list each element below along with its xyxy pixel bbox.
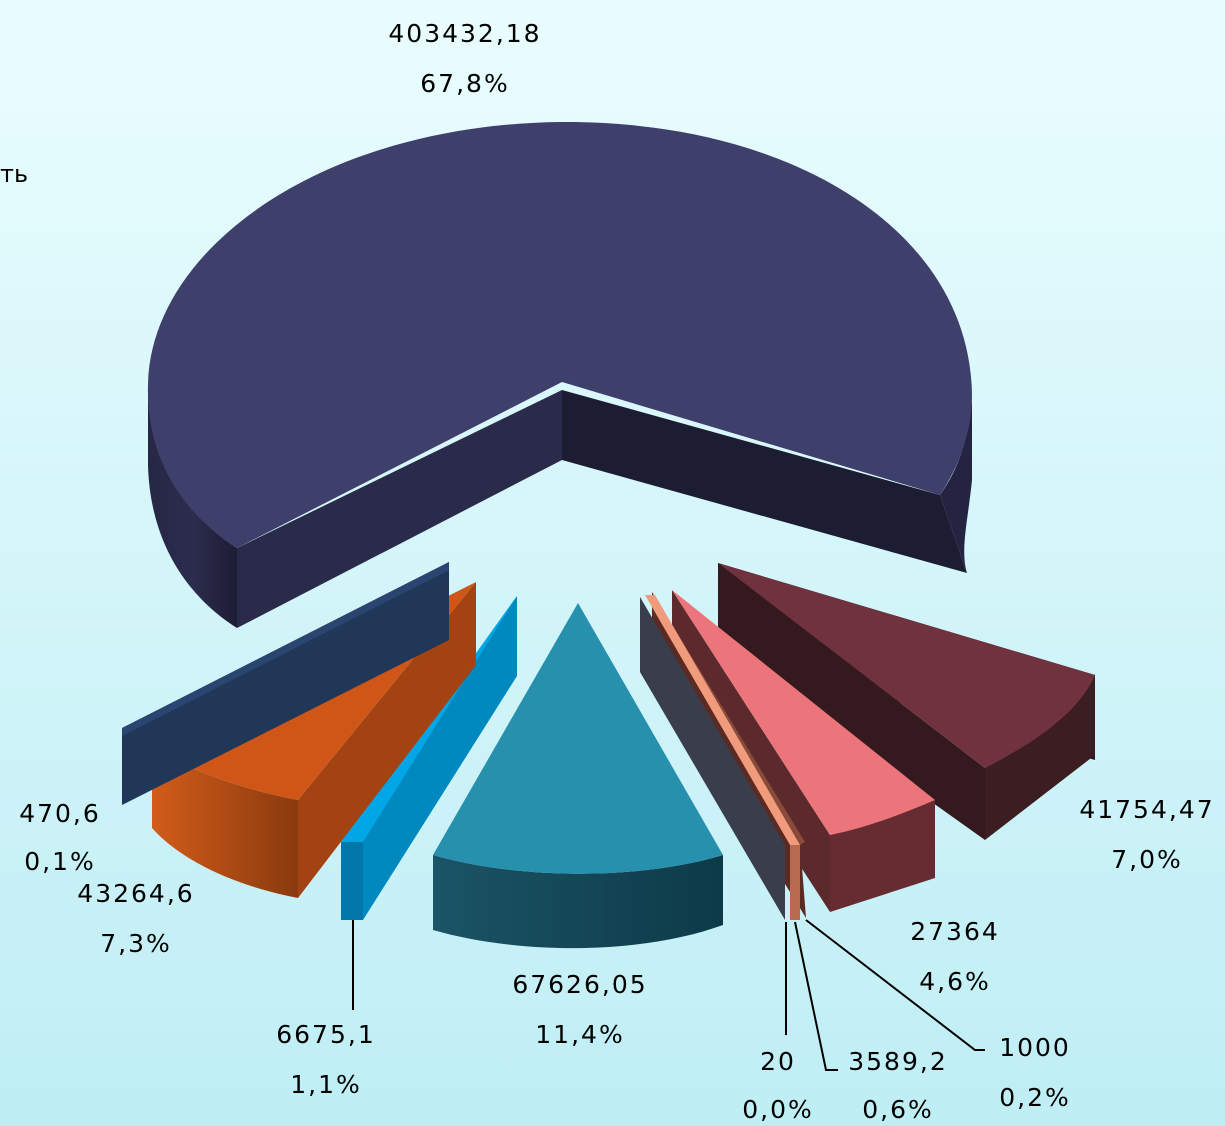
label-percent-3589: 0,6% [862,1095,934,1124]
slice-403432 [147,121,972,628]
label-value-43264: 43264,6 [77,879,194,908]
slice-3589 [645,595,800,920]
label-percent-41754: 7,0% [1111,845,1183,874]
label-value-67626: 67626,05 [512,970,647,999]
label-percent-43264: 7,3% [100,929,172,958]
label-value-20: 20 [760,1047,796,1076]
slice-41754 [718,563,1095,840]
label-percent-20: 0,0% [742,1095,814,1124]
slice-67626 [433,603,723,949]
leader-line-3589 [794,921,838,1071]
label-value-470: 470,6 [19,799,101,828]
label-value-1000: 1000 [999,1033,1071,1062]
label-percent-403432: 67,8% [420,69,509,98]
label-percent-1000: 0,2% [999,1083,1071,1112]
label-percent-27364: 4,6% [919,967,991,996]
slice-470 [122,562,449,805]
label-value-6675: 6675,1 [276,1020,375,1049]
leader-line-1000 [805,919,985,1051]
label-value-41754: 41754,47 [1079,795,1214,824]
label-percent-67626: 11,4% [535,1020,624,1049]
label-value-403432: 403432,18 [388,19,541,48]
label-value-27364: 27364 [910,917,1000,946]
label-value-3589: 3589,2 [848,1047,947,1076]
label-percent-470: 0,1% [24,847,96,876]
legend-fragment: ть [0,160,29,188]
label-percent-6675: 1,1% [290,1070,362,1099]
slice-20 [640,597,785,920]
